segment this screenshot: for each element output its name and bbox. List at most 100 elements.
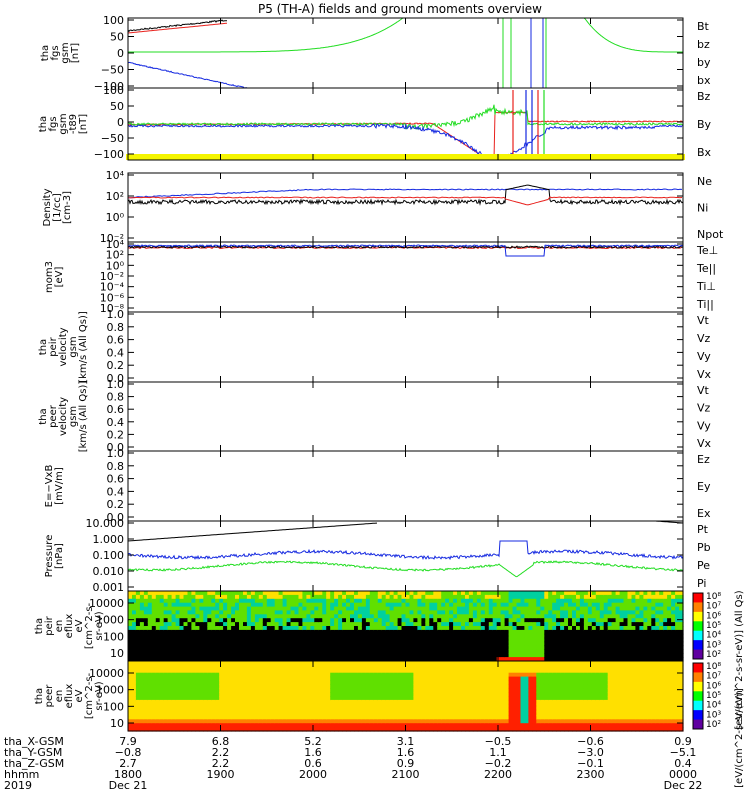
heatmap-cell <box>425 645 430 650</box>
heatmap-cell <box>508 653 514 658</box>
heatmap-cell <box>163 606 169 612</box>
heatmap-cell <box>556 707 561 713</box>
heatmap-cell <box>413 591 418 596</box>
heatmap-cell <box>354 653 359 658</box>
heatmap-cell <box>663 602 668 608</box>
heatmap-cell <box>671 602 676 608</box>
heatmap-cell <box>266 594 272 600</box>
heatmap-cell <box>488 672 494 678</box>
heatmap-cell <box>377 688 383 693</box>
heatmap-cell <box>556 626 561 631</box>
y-axis-label: [nPa] <box>54 543 65 569</box>
heatmap-cell <box>231 645 236 650</box>
heatmap-cell <box>465 598 470 604</box>
heatmap-cell <box>254 699 260 705</box>
heatmap-cell <box>480 684 486 689</box>
heatmap-cell <box>258 629 264 635</box>
heatmap-cell <box>583 602 589 608</box>
heatmap-cell <box>591 626 597 631</box>
heatmap-cell <box>270 598 276 604</box>
heatmap-cell <box>433 676 438 682</box>
heatmap-cell <box>437 727 442 732</box>
heatmap-cell <box>274 711 280 717</box>
heatmap-cell <box>203 591 208 596</box>
heatmap-cell <box>655 598 660 604</box>
heatmap-cell <box>425 727 430 732</box>
heatmap-cell <box>195 707 200 713</box>
heatmap-cell <box>155 594 161 600</box>
heatmap-cell <box>215 637 220 643</box>
heatmap-cell <box>508 649 514 654</box>
heatmap-cell <box>409 602 415 608</box>
heatmap-cell <box>290 657 296 662</box>
heatmap-cell <box>254 598 260 604</box>
heatmap-cell <box>492 680 498 685</box>
heatmap-cell <box>508 641 514 647</box>
heatmap-cell <box>401 668 407 674</box>
heatmap-cell <box>179 591 185 596</box>
heatmap-cell <box>187 715 193 720</box>
heatmap-cell <box>302 672 307 678</box>
heatmap-cell <box>465 727 470 732</box>
heatmap-cell <box>568 676 573 682</box>
heatmap-cell <box>461 653 466 658</box>
heatmap-cell <box>413 676 418 682</box>
heatmap-cell <box>231 664 236 670</box>
heatmap-cell <box>132 711 137 717</box>
heatmap-cell <box>675 641 680 647</box>
heatmap-cell <box>361 641 367 647</box>
heatmap-cell <box>215 680 220 685</box>
heatmap-cell <box>365 610 371 615</box>
heatmap-cell <box>354 602 359 608</box>
heatmap-cell <box>254 703 260 709</box>
heatmap-cell <box>223 684 228 689</box>
heatmap-cell <box>433 719 438 724</box>
heatmap-cell <box>203 715 208 720</box>
y-axis-label: fgs <box>48 116 59 131</box>
heatmap-cell <box>504 699 510 705</box>
heatmap-cell <box>643 641 648 647</box>
heatmap-cell <box>322 657 327 662</box>
heatmap-cell <box>350 622 355 627</box>
heatmap-cell <box>195 684 200 689</box>
heatmap-cell <box>389 680 395 685</box>
heatmap-cell <box>191 610 196 615</box>
heatmap-cell <box>135 618 141 623</box>
heatmap-cell <box>480 715 486 720</box>
heatmap-cell <box>488 653 494 658</box>
heatmap-cell <box>472 711 478 717</box>
heatmap-cell <box>560 614 565 619</box>
heatmap-cell <box>199 672 204 678</box>
heatmap-cell <box>437 723 442 728</box>
heatmap-cell <box>195 614 200 619</box>
heatmap-cell <box>663 591 668 596</box>
heatmap-cell <box>433 664 438 670</box>
heatmap-cell <box>576 699 581 705</box>
heatmap-cell <box>484 618 490 623</box>
heatmap-cell <box>310 699 315 705</box>
heatmap-cell <box>496 645 502 650</box>
heatmap-cell <box>167 696 173 701</box>
heatmap-cell <box>246 637 252 643</box>
heatmap-cell <box>433 692 438 697</box>
heatmap-cell <box>643 602 648 608</box>
heatmap-cell <box>663 633 668 639</box>
heatmap-cell <box>167 626 173 631</box>
heatmap-cell <box>468 664 474 670</box>
heatmap-cell <box>151 723 157 728</box>
heatmap-cell <box>425 699 430 705</box>
heatmap-cell <box>357 692 363 697</box>
heatmap-cell <box>227 684 232 689</box>
heatmap-cell <box>492 692 498 697</box>
heatmap-cell <box>679 602 684 608</box>
legend-entry: Ne <box>697 175 712 188</box>
heatmap-cell <box>274 703 280 709</box>
heatmap-cell <box>496 598 502 604</box>
heatmap-cell <box>675 598 680 604</box>
heatmap-cell <box>576 602 581 608</box>
heatmap-cell <box>302 598 307 604</box>
heatmap-cell <box>445 626 450 631</box>
heatmap-cell <box>441 719 446 724</box>
heatmap-cell <box>540 684 545 689</box>
heatmap-cell <box>572 672 577 678</box>
